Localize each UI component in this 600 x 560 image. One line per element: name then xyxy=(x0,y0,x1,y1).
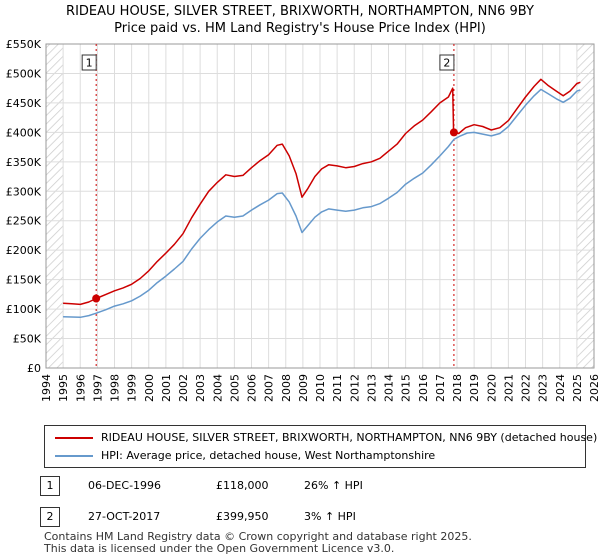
chart-subtitle: Price paid vs. HM Land Registry's House … xyxy=(114,21,486,36)
x-tick-label: 1999 xyxy=(126,374,139,402)
annotation-badge-2: 2 xyxy=(40,507,60,527)
annotation-date-2: 27-OCT-2017 xyxy=(88,510,161,523)
x-tick-label: 2001 xyxy=(160,374,173,402)
x-tick-label: 2024 xyxy=(554,374,567,402)
legend-swatch-property xyxy=(55,437,93,439)
x-tick-label: 2023 xyxy=(537,374,550,402)
hatched-region-1 xyxy=(46,44,64,368)
legend-label-property: RIDEAU HOUSE, SILVER STREET, BRIXWORTH, … xyxy=(101,431,598,444)
legend: RIDEAU HOUSE, SILVER STREET, BRIXWORTH, … xyxy=(44,425,597,468)
x-tick-label: 1998 xyxy=(109,374,122,402)
y-tick-label: £0 xyxy=(27,362,41,375)
x-tick-label: 2005 xyxy=(228,374,241,402)
x-tick-label: 2025 xyxy=(571,374,584,402)
x-tick-label: 2021 xyxy=(502,374,515,402)
x-tick-label: 1995 xyxy=(57,374,70,402)
y-tick-label: £350K xyxy=(6,156,42,169)
marker-badge-label-1: 1 xyxy=(86,57,93,70)
x-tick-label: 2008 xyxy=(280,374,293,402)
series-line-hpi xyxy=(63,88,581,319)
annotation-date-1: 06-DEC-1996 xyxy=(88,479,162,492)
x-tick-label: 2006 xyxy=(246,374,259,402)
x-tick-label: 2011 xyxy=(331,374,344,402)
x-tick-label: 1996 xyxy=(74,374,87,402)
annotation-hpi-2: 3% ↑ HPI xyxy=(304,510,356,523)
x-tick-label: 2017 xyxy=(434,374,447,402)
annotation-price-1: £118,000 xyxy=(216,479,269,492)
x-tick-label: 2004 xyxy=(211,374,224,402)
x-tick-label: 2002 xyxy=(177,374,190,402)
plot-area xyxy=(45,43,595,369)
x-tick-label: 2003 xyxy=(194,374,207,402)
x-tick-label: 2012 xyxy=(348,374,361,402)
chart-title: RIDEAU HOUSE, SILVER STREET, BRIXWORTH, … xyxy=(66,4,534,19)
y-tick-label: £100K xyxy=(6,303,42,316)
x-tick-label: 2026 xyxy=(588,374,600,402)
y-tick-label: £450K xyxy=(6,97,42,110)
y-tick-label: £150K xyxy=(6,274,42,287)
x-tick-label: 1994 xyxy=(40,374,53,402)
legend-label-hpi: HPI: Average price, detached house, West… xyxy=(101,449,436,462)
annotation-hpi-1: 26% ↑ HPI xyxy=(304,479,363,492)
legend-swatch-hpi xyxy=(55,455,93,457)
x-tick-label: 2016 xyxy=(417,374,430,402)
hatched-region-2 xyxy=(576,44,594,368)
series-line-property xyxy=(63,78,581,306)
x-tick-label: 2020 xyxy=(485,374,498,402)
marker-badge-label-2: 2 xyxy=(443,57,450,70)
x-tick-label: 2010 xyxy=(314,374,327,402)
y-tick-label: £400K xyxy=(6,126,42,139)
y-tick-label: £500K xyxy=(6,67,42,80)
annotation-price-2: £399,950 xyxy=(216,510,269,523)
x-tick-label: 2018 xyxy=(451,374,464,402)
x-tick-label: 2019 xyxy=(468,374,481,402)
sale-point-1 xyxy=(92,294,101,303)
marker-badge-1 xyxy=(81,54,97,71)
sale-point-2 xyxy=(449,128,458,137)
x-tick-label: 2009 xyxy=(297,374,310,402)
price-chart: £0 £50K £100K £150K £200K £250K £300K £350K £400… xyxy=(6,38,600,402)
annotation-badge-1: 1 xyxy=(40,476,60,496)
x-tick-label: 2022 xyxy=(520,374,533,402)
y-tick-label: £200K xyxy=(6,244,42,257)
y-tick-label: £250K xyxy=(6,215,42,228)
y-tick-label: £50K xyxy=(13,333,42,346)
y-tick-label: £300K xyxy=(6,185,42,198)
marker-badge-2 xyxy=(439,54,455,71)
x-tick-label: 2014 xyxy=(383,374,396,402)
x-tick-label: 2000 xyxy=(143,374,156,402)
footer-license: This data is licensed under the Open Gov… xyxy=(44,542,395,555)
x-tick-label: 2007 xyxy=(263,374,276,402)
y-tick-label: £550K xyxy=(6,38,42,51)
x-tick-label: 2015 xyxy=(400,374,413,402)
x-tick-label: 2013 xyxy=(365,374,378,402)
footer-copyright: Contains HM Land Registry data © Crown c… xyxy=(44,530,472,543)
x-tick-label: 1997 xyxy=(91,374,104,402)
